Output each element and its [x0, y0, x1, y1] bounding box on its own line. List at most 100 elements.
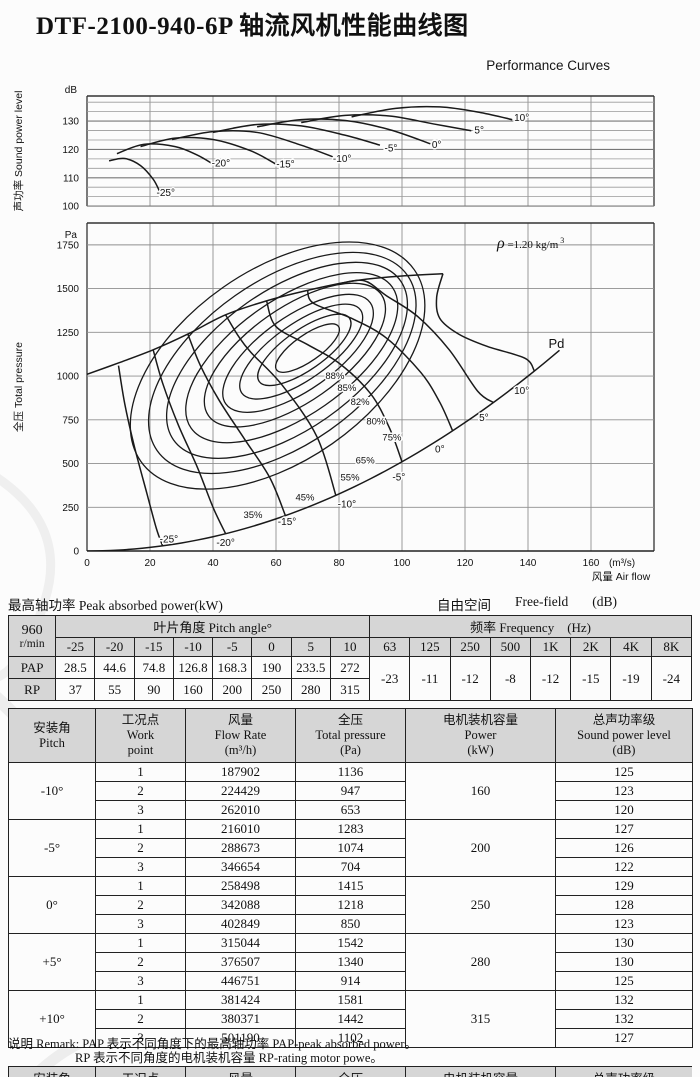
pressure-cell: 1218	[295, 895, 406, 915]
cut-column-header-0: 安装角	[8, 1066, 96, 1077]
angle-header-cell: 0	[251, 637, 292, 657]
sound-curve-0°	[256, 118, 431, 145]
pitch-curve-10°	[435, 273, 535, 372]
flow-rate-cell: 315044	[185, 933, 296, 953]
efficiency-label: 35%	[243, 510, 263, 521]
sound-curve--15°	[140, 136, 277, 165]
header-row: 安装角 Pitch 工况点 Work point 风量 Flow Rate (m³/h) 全压 T…	[8, 708, 693, 763]
plot-area	[87, 241, 560, 552]
rp-value-cell: 90	[133, 678, 174, 701]
pressure-cell: 653	[295, 800, 406, 820]
sound-power-cell: 125	[555, 971, 693, 991]
freq-value-cell: -23	[369, 656, 411, 701]
pap-value-cell: 168.3	[212, 656, 253, 679]
pitch-cell: +10°	[8, 990, 96, 1048]
work-point-cell: 3	[95, 971, 186, 991]
work-point-cell: 3	[95, 800, 186, 820]
x-tick-label: 40	[207, 558, 219, 569]
sound-power-cell: 123	[555, 914, 693, 934]
work-point-cell: 2	[95, 952, 186, 972]
y-tick-label: 100	[62, 202, 79, 213]
rp-value-cell: 280	[290, 678, 331, 701]
pitch-curve--5°	[265, 300, 403, 463]
sound-power-cell: 123	[555, 781, 693, 801]
curve-label: -10°	[333, 154, 351, 165]
pressure-cell: 1136	[295, 762, 406, 782]
angle-header-cell: -20	[94, 637, 135, 657]
sound-grid	[86, 95, 655, 207]
pap-value-cell: 190	[251, 656, 292, 679]
pressure-cell: 1102	[295, 1028, 406, 1048]
pitch-label: -10°	[338, 499, 356, 510]
frequency-header-cell: 1K	[529, 637, 572, 657]
sound-power-cell: 130	[555, 933, 693, 953]
sound-curve-5°	[301, 114, 472, 132]
pitch-curve--25°	[117, 365, 164, 547]
efficiency-contour-65%	[185, 272, 399, 444]
work-point-row: 3 501190 1102 127	[9, 1028, 693, 1048]
sound-power-cell: 127	[555, 1028, 693, 1048]
pd-curve	[87, 349, 560, 552]
pressure-cell: 1542	[295, 933, 406, 953]
sound-curve--10°	[171, 129, 333, 158]
angle-header-cell: 10	[329, 637, 371, 657]
pap-value-cell: 126.8	[172, 656, 214, 679]
y-tick-label: 1750	[57, 240, 80, 251]
rp-row: RP 37 55 90 160 200 250 280 315	[7, 678, 692, 701]
x-tick-label: 80	[333, 558, 345, 569]
sound-curve--5°	[212, 123, 381, 146]
angle-header-cell: -5	[212, 637, 253, 657]
freq-value-cell: -19	[610, 656, 652, 701]
rp-label-cell: RP	[7, 678, 57, 701]
y-tick-label: 1000	[57, 372, 80, 383]
work-point-row: 3 346654 704 122	[9, 857, 693, 877]
angle-header-cell: -15	[133, 637, 174, 657]
pap-value-cell: 233.5	[290, 656, 331, 679]
work-point-row: 0° 1 258498 1415 250 129	[8, 876, 693, 934]
work-point-row: 2 376507 1340 130	[9, 952, 693, 972]
pressure-cell: 1340	[295, 952, 406, 972]
cut-column-header-5: 总声功率级	[555, 1066, 692, 1077]
flow-rate-cell: 342088	[185, 895, 296, 915]
work-point-row: +5° 1 315044 1542 280 130	[8, 933, 693, 991]
sound-curve--25°	[108, 157, 161, 192]
freq-value-cell: -12	[449, 656, 491, 701]
pressure-cell: 704	[295, 857, 406, 877]
curve-label: -15°	[276, 159, 294, 170]
peak-power-table: 960 r/min 叶片角度 Pitch angle° 频率 Frequency (H…	[7, 615, 693, 701]
efficiency-contour-82%	[239, 303, 364, 400]
y-tick-label: 120	[62, 145, 79, 156]
work-point-row: -10° 1 187902 1136 160 125	[8, 762, 693, 820]
rp-value-cell: 200	[212, 678, 253, 701]
pressure-cell: 1442	[295, 1009, 406, 1029]
flow-rate-cell: 187902	[185, 762, 296, 782]
pressure-cell: 1415	[295, 876, 406, 896]
pitch-angle-header: 叶片角度 Pitch angle°	[55, 615, 371, 638]
pressure-grid	[86, 222, 655, 552]
sound-power-cell: 130	[555, 952, 693, 972]
rp-value-cell: 315	[329, 678, 371, 701]
pressure-cell: 947	[295, 781, 406, 801]
work-point-cell: 2	[95, 895, 186, 915]
curve-label: -5°	[385, 143, 398, 154]
y-unit-label: Pa	[65, 230, 78, 241]
efficiency-label: 75%	[382, 433, 402, 444]
flow-rate-cell: 262010	[185, 800, 296, 820]
angle-header-cell: 5	[290, 637, 331, 657]
efficiency-contour-75%	[203, 282, 387, 428]
flow-rate-cell: 446751	[185, 971, 296, 991]
power-cell: 315	[405, 990, 556, 1048]
cut-column-header-3: 全压	[295, 1066, 406, 1077]
subtitle: Performance Curves	[486, 58, 610, 73]
work-point-row: 2 224429 947 123	[9, 781, 693, 801]
pap-label-cell: PAP	[7, 656, 57, 679]
x-tick-label: 120	[457, 558, 474, 569]
frequency-header-cell: 250	[449, 637, 491, 657]
y-tick-label: 130	[62, 117, 79, 128]
remark: 说明 Remark: PAP 表示不同角度下的最高轴功率 PAP-peak ab…	[8, 1037, 417, 1065]
pitch-curve--15°	[187, 333, 287, 516]
pressure-cell: 1283	[295, 819, 406, 839]
curve-label: 10°	[514, 113, 529, 124]
sound-power-cell: 127	[555, 819, 693, 839]
